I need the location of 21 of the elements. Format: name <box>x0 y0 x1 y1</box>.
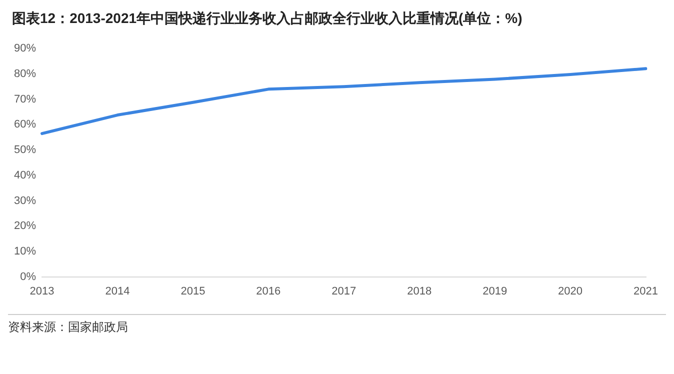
y-tick-label: 30% <box>14 194 36 207</box>
y-tick-label: 60% <box>14 118 36 131</box>
text: 资料来源：国家邮政局 <box>8 320 128 334</box>
x-tick-label: 2018 <box>407 285 432 298</box>
y-tick-label: 90% <box>14 42 36 55</box>
x-tick-label: 2017 <box>332 285 356 298</box>
y-tick-label: 20% <box>14 220 36 232</box>
y-tick-label: 0% <box>20 270 36 283</box>
chart-title: 图表12：2013-2021年中国快递行业业务收入占邮政全行业收入比重情况(单位：%) <box>11 9 524 28</box>
x-tick-label: 2013 <box>30 285 54 298</box>
x-tick-label: 2014 <box>105 285 130 298</box>
y-tick-label: 50% <box>14 144 36 156</box>
x-tick-label: 2021 <box>634 285 658 298</box>
x-tick-label: 2019 <box>482 285 508 298</box>
y-tick-label: 80% <box>14 68 36 80</box>
y-tick-label: 70% <box>14 93 36 106</box>
y-tick-label: 10% <box>14 245 36 258</box>
x-tick-label: 2016 <box>256 285 281 298</box>
x-tick-label: 2020 <box>558 285 583 298</box>
y-tick-label: 40% <box>14 169 36 182</box>
x-tick-label: 2015 <box>180 285 206 298</box>
